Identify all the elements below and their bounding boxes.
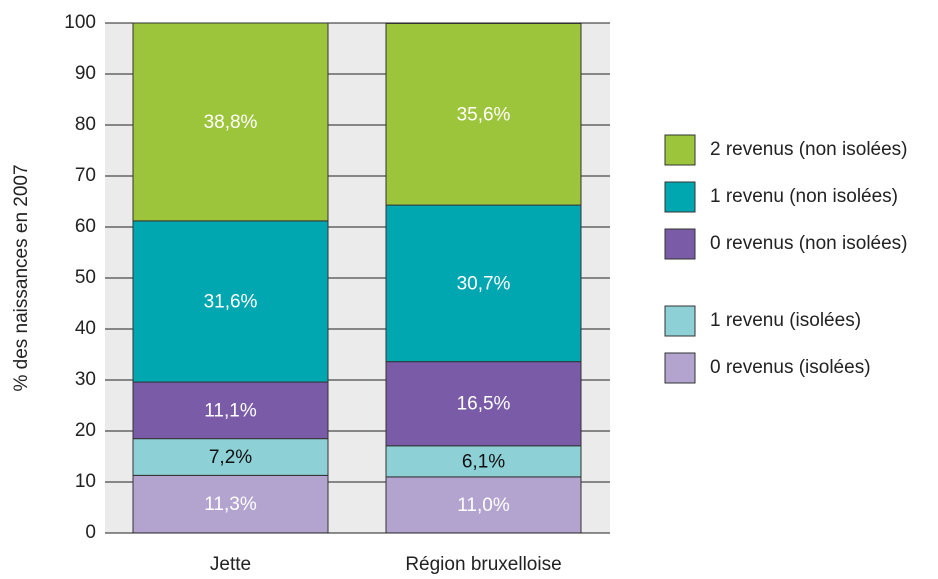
y-axis-label: % des naissances en 2007 xyxy=(11,164,32,391)
y-tick-label: 60 xyxy=(75,216,96,237)
legend-swatch xyxy=(664,305,696,337)
data-label: 16,5% xyxy=(457,394,511,415)
y-tick-label: 0 xyxy=(85,522,96,543)
y-tick-label: 20 xyxy=(75,420,96,441)
bar-segment xyxy=(132,381,329,440)
y-tick-label: 100 xyxy=(64,12,96,33)
legend-swatch xyxy=(664,134,696,166)
data-label: 11,3% xyxy=(204,494,257,515)
legend-label: 1 revenu (non isolées) xyxy=(710,186,898,207)
legend-label: 0 revenus (isolées) xyxy=(710,357,871,378)
legend-label: 0 revenus (non isolées) xyxy=(710,233,908,254)
data-label: 7,2% xyxy=(209,447,252,468)
y-tick-label: 40 xyxy=(75,318,96,339)
legend-label: 1 revenu (isolées) xyxy=(710,310,861,331)
x-tick-label: Jette xyxy=(210,554,251,575)
data-label: 11,1% xyxy=(204,400,257,421)
bar-segment xyxy=(385,476,582,534)
data-label: 35,6% xyxy=(457,104,511,125)
legend-swatch xyxy=(664,181,696,213)
bar-segment xyxy=(132,22,329,222)
bar-segment xyxy=(132,474,329,534)
y-tick-label: 10 xyxy=(75,471,96,492)
y-tick-label: 50 xyxy=(75,267,96,288)
bar-segment xyxy=(132,220,329,383)
bar-segment xyxy=(385,204,582,363)
y-tick-label: 70 xyxy=(75,165,96,186)
bar-segment xyxy=(385,361,582,447)
data-label: 6,1% xyxy=(462,451,505,472)
data-label: 38,8% xyxy=(204,112,258,133)
x-tick-label: Région bruxelloise xyxy=(405,554,561,575)
data-label: 30,7% xyxy=(457,273,511,294)
data-label: 11,0% xyxy=(457,495,510,516)
legend-label: 2 revenus (non isolées) xyxy=(710,139,908,160)
bar-segment xyxy=(385,23,582,206)
data-label: 31,6% xyxy=(204,291,258,312)
legend-swatch xyxy=(664,228,696,260)
bar-segment xyxy=(132,438,329,476)
y-tick-label: 80 xyxy=(75,114,96,135)
y-tick-label: 30 xyxy=(75,369,96,390)
legend-swatch xyxy=(664,352,696,384)
y-tick-label: 90 xyxy=(75,63,96,84)
bar-segment xyxy=(385,445,582,478)
